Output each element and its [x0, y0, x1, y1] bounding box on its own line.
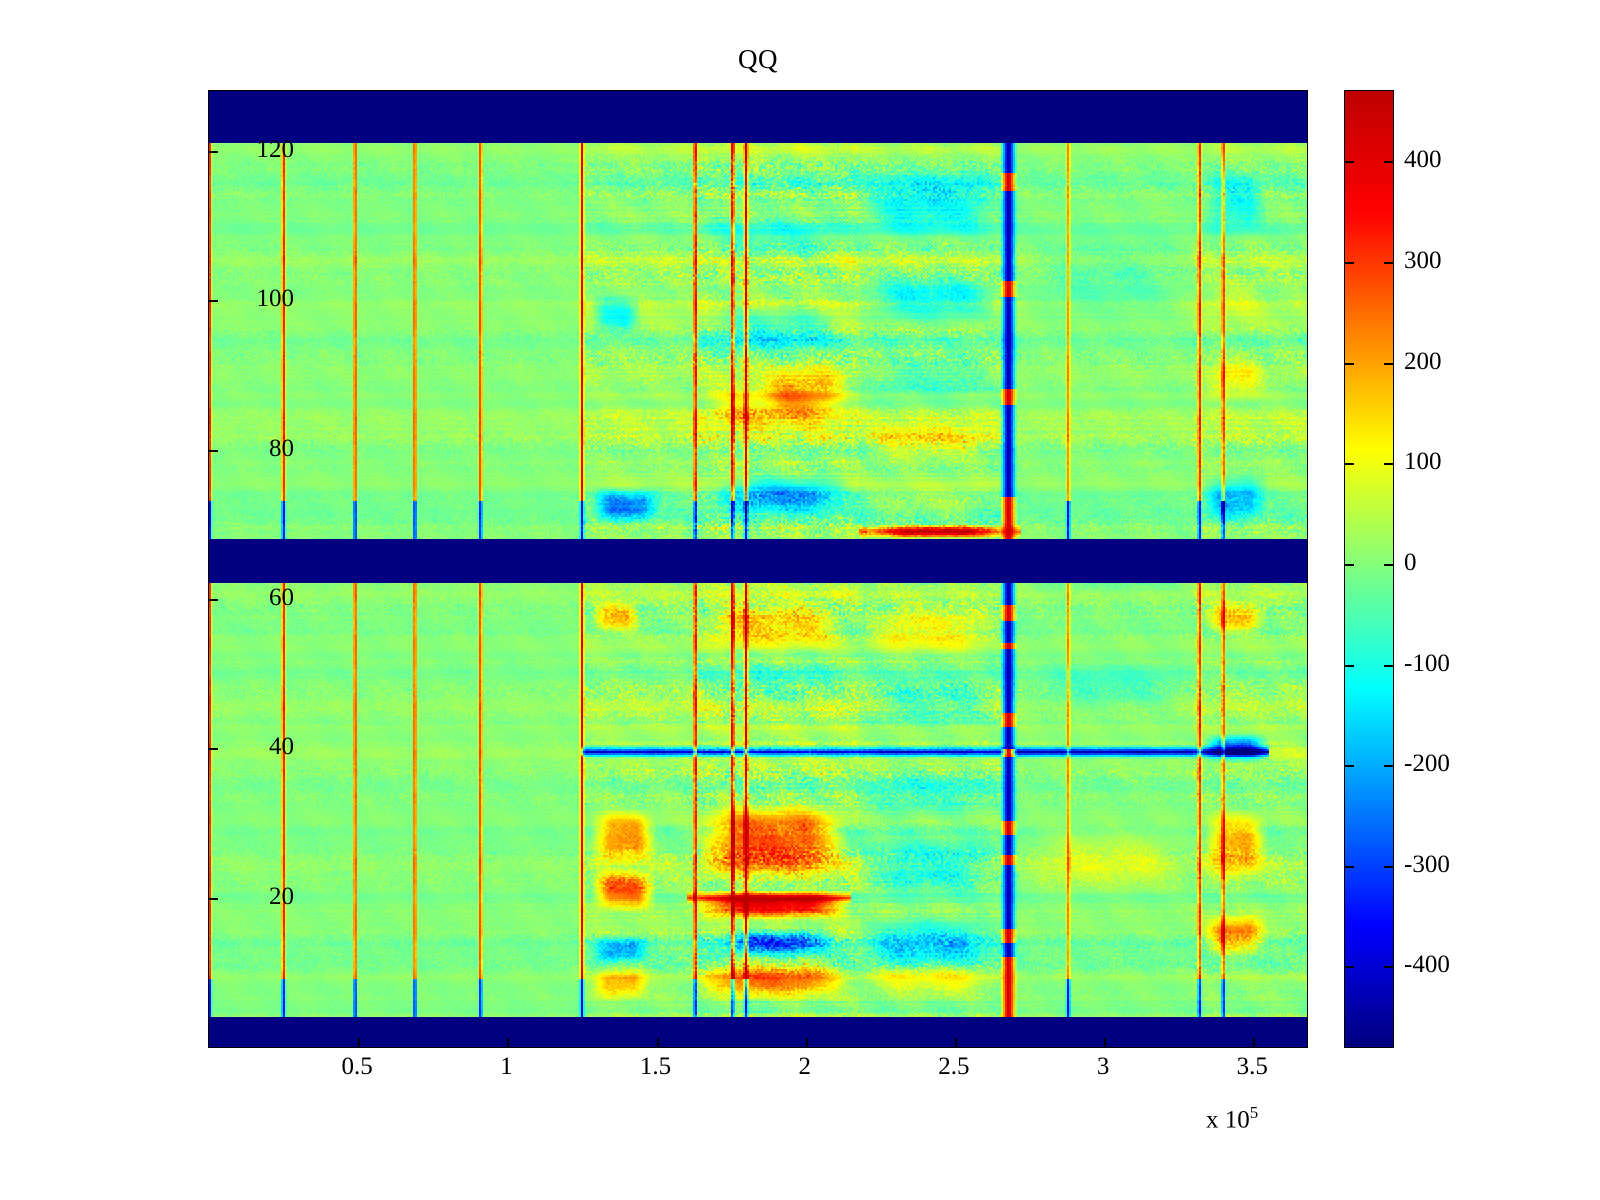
- colorbar-tick-mark: [1345, 463, 1354, 466]
- colorbar-tick-label: 300: [1404, 247, 1442, 275]
- y-tick-label: 40: [269, 733, 294, 761]
- x-tick-mark: [1253, 1038, 1256, 1047]
- colorbar-tick-label: -100: [1404, 649, 1450, 677]
- colorbar-tick-label: 100: [1404, 448, 1442, 476]
- colorbar-tick-label: -300: [1404, 850, 1450, 878]
- colorbar-tick-mark: [1384, 563, 1393, 566]
- colorbar-tick-mark: [1345, 362, 1354, 365]
- y-tick-label: 100: [256, 285, 295, 313]
- x-axis-exponent-power: 5: [1249, 1103, 1259, 1122]
- x-tick-mark: [954, 1038, 957, 1047]
- x-tick-label: 3: [1096, 1053, 1110, 1080]
- x-tick-mark: [1104, 1038, 1107, 1047]
- colorbar-tick-mark: [1384, 161, 1393, 164]
- colorbar-tick-label: 200: [1404, 347, 1442, 375]
- colorbar-tick-label: 400: [1404, 146, 1442, 174]
- colorbar-tick-mark: [1384, 463, 1393, 466]
- x-tick-label: 2.5: [938, 1053, 970, 1080]
- x-tick-label: 1.5: [639, 1053, 672, 1080]
- colorbar-tick-label: -200: [1404, 750, 1450, 778]
- x-tick-label: 1: [500, 1053, 513, 1080]
- colorbar-tick-label: -400: [1404, 951, 1450, 979]
- heatmap-axes: [208, 90, 1308, 1048]
- heatmap-image-area: [209, 91, 1307, 1047]
- x-tick-label: 2: [798, 1053, 811, 1080]
- x-tick-mark: [358, 1038, 361, 1047]
- y-tick-label: 80: [269, 434, 294, 462]
- colorbar-tick-mark: [1345, 563, 1354, 566]
- colorbar-tick-mark: [1345, 161, 1354, 164]
- colorbar-tick-mark: [1384, 262, 1393, 265]
- x-tick-label: 3.5: [1236, 1053, 1268, 1080]
- x-tick-label: 0.5: [341, 1053, 373, 1080]
- y-tick-label: 60: [269, 583, 294, 611]
- colorbar-tick-mark: [1345, 865, 1354, 868]
- y-tick-mark: [209, 150, 218, 153]
- y-tick-mark: [209, 897, 218, 900]
- x-axis-exponent-text: x 10: [1206, 1106, 1250, 1134]
- colorbar: [1344, 90, 1394, 1048]
- colorbar-tick-mark: [1345, 262, 1354, 265]
- colorbar-tick-mark: [1384, 362, 1393, 365]
- y-tick-mark: [209, 300, 218, 303]
- y-tick-mark: [209, 449, 218, 452]
- heatmap-canvas: [209, 91, 1307, 1047]
- x-tick-mark: [805, 1038, 808, 1047]
- y-tick-mark: [209, 748, 218, 751]
- colorbar-tick-mark: [1345, 966, 1354, 969]
- x-tick-mark: [507, 1038, 510, 1047]
- x-axis-exponent-label: x 105: [1206, 1100, 1258, 1132]
- colorbar-tick-mark: [1384, 966, 1393, 969]
- colorbar-tick-mark: [1384, 865, 1393, 868]
- page-title: QQ: [738, 44, 778, 74]
- colorbar-tick-mark: [1345, 765, 1354, 768]
- colorbar-tick-label: 0: [1404, 548, 1417, 576]
- y-tick-label: 20: [269, 882, 294, 910]
- colorbar-tick-mark: [1384, 664, 1393, 667]
- colorbar-gradient: [1345, 91, 1393, 1047]
- colorbar-tick-mark: [1345, 664, 1354, 667]
- y-tick-label: 120: [256, 135, 295, 163]
- x-tick-mark: [656, 1038, 659, 1047]
- y-tick-mark: [209, 598, 218, 601]
- colorbar-tick-mark: [1384, 765, 1393, 768]
